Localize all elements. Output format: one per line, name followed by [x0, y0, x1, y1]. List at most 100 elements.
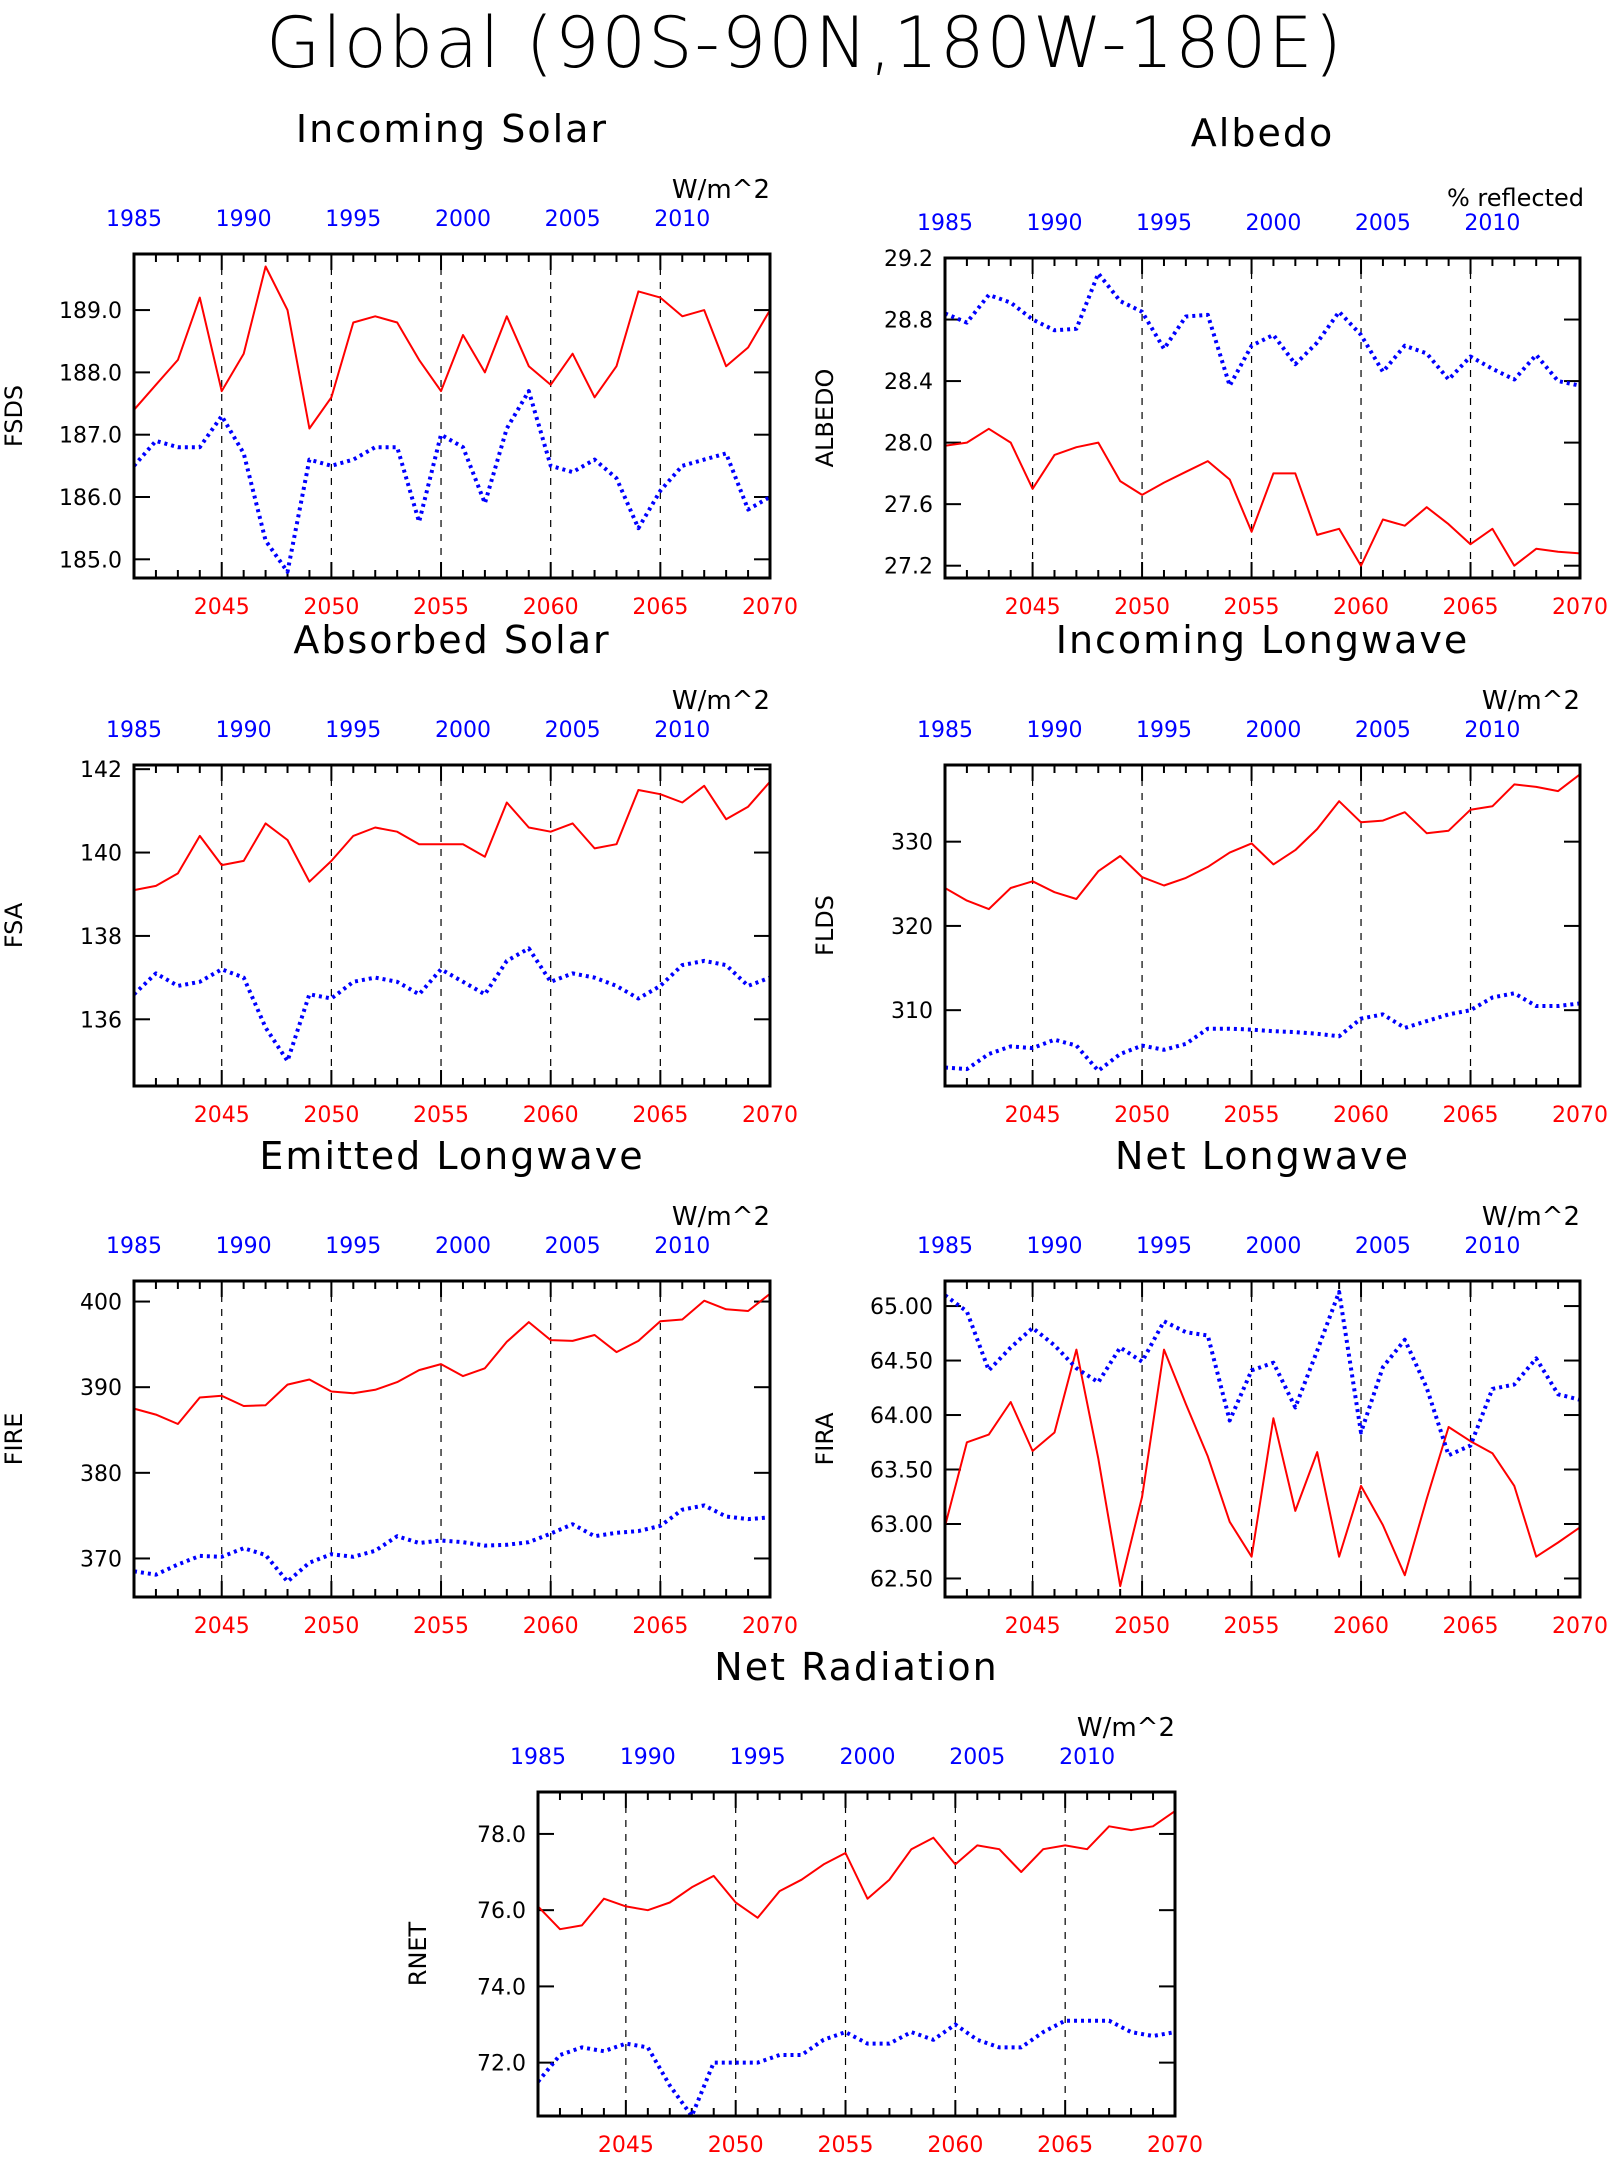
units-label: W/m^2: [672, 686, 770, 716]
series-blue-line: [132, 946, 771, 1063]
series-blue-line: [536, 2018, 1176, 2118]
x-tick-label: 2045: [194, 595, 250, 620]
top-tick-label: 1985: [917, 718, 973, 743]
y-axis-label: FSA: [0, 902, 28, 948]
top-tick-label: 1995: [1136, 718, 1192, 743]
y-tick-label: 64.00: [870, 1404, 933, 1429]
top-tick-label: 2010: [654, 1234, 710, 1259]
x-tick-label: 2045: [598, 2133, 654, 2158]
y-axis-label: FIRA: [811, 1412, 839, 1466]
y-tick-label: 65.00: [870, 1295, 933, 1320]
top-tick-label: 1990: [1026, 718, 1082, 743]
top-tick-label: 1995: [1136, 1234, 1192, 1259]
chart-title: Albedo: [1191, 111, 1334, 155]
y-axis-label: ALBEDO: [811, 369, 839, 468]
x-tick-label: 2070: [742, 595, 798, 620]
top-tick-label: 1995: [325, 207, 381, 232]
y-tick-label: 72.0: [477, 2052, 526, 2077]
top-tick-label: 2000: [839, 1745, 895, 1770]
top-tick-label: 2005: [1355, 1234, 1411, 1259]
top-tick-label: 2010: [654, 207, 710, 232]
x-tick-label: 2065: [1037, 2133, 1093, 2158]
x-tick-label: 2065: [1443, 1614, 1499, 1639]
x-tick-label: 2065: [1443, 595, 1499, 620]
top-tick-label: 2000: [435, 1234, 491, 1259]
top-tick-label: 1985: [510, 1745, 566, 1770]
x-tick-label: 2060: [1333, 595, 1389, 620]
chart-panel-1: Incoming Solar W/m^2 FSDS 2045 2050 2055 2060 2…: [0, 107, 798, 620]
x-tick-label: 2055: [413, 1614, 469, 1639]
series-blue-line: [944, 991, 1581, 1073]
units-label: W/m^2: [1077, 1713, 1175, 1743]
x-tick-label: 2055: [818, 2133, 874, 2158]
top-tick-label: 2005: [545, 718, 601, 743]
plot-frame: [943, 763, 1582, 1088]
series-blue-line: [133, 1503, 771, 1584]
x-tick-label: 2065: [632, 595, 688, 620]
chart-panel-7: Net Radiation W/m^2 RNET 2045 2050 2055 2060 20…: [404, 1645, 1203, 2158]
top-tick-label: 1985: [106, 207, 162, 232]
series-red-line: [133, 265, 771, 430]
y-tick-label: 186.0: [59, 486, 122, 511]
chart-title: Absorbed Solar: [293, 618, 610, 662]
y-tick-label: 185.0: [59, 548, 122, 573]
units-label: W/m^2: [1482, 686, 1580, 716]
plot-frame: [536, 1790, 1177, 2118]
top-tick-label: 2010: [1464, 718, 1520, 743]
series-red-line: [944, 773, 1581, 911]
top-tick-label: 1990: [216, 718, 272, 743]
x-tick-label: 2055: [1224, 1103, 1280, 1128]
y-tick-label: 27.6: [884, 493, 933, 518]
top-axis-label: % reflected: [1447, 184, 1584, 212]
series-blue-line: [132, 389, 771, 574]
top-tick-label: 1990: [620, 1745, 676, 1770]
top-tick-label: 2010: [1464, 1234, 1520, 1259]
y-tick-label: 189.0: [59, 299, 122, 324]
y-tick-label: 28.0: [884, 432, 933, 457]
y-tick-label: 29.2: [884, 247, 933, 272]
top-tick-label: 2010: [654, 718, 710, 743]
y-tick-label: 27.2: [884, 555, 933, 580]
x-tick-label: 2065: [632, 1614, 688, 1639]
top-tick-label: 1995: [1136, 211, 1192, 236]
chart-panel-5: Emitted Longwave W/m^2 FIRE 2045 2050 2055 206…: [0, 1134, 798, 1639]
x-tick-label: 2060: [927, 2133, 983, 2158]
y-tick-label: 187.0: [59, 424, 122, 449]
top-tick-label: 1995: [730, 1745, 786, 1770]
top-tick-label: 2000: [1245, 718, 1301, 743]
y-tick-label: 63.00: [870, 1513, 933, 1538]
y-axis-label: FSDS: [0, 385, 28, 447]
y-tick-label: 140: [80, 842, 122, 867]
y-tick-label: 310: [891, 999, 933, 1024]
top-tick-label: 1995: [325, 718, 381, 743]
series-red-line: [133, 781, 771, 892]
x-tick-label: 2055: [1224, 595, 1280, 620]
top-tick-label: 2010: [1464, 211, 1520, 236]
top-tick-label: 1995: [325, 1234, 381, 1259]
series-red-line: [944, 427, 1581, 567]
top-tick-label: 1990: [1026, 211, 1082, 236]
chart-panel-3: Absorbed Solar W/m^2 FSA 2045 2050 2055 2060 20…: [0, 618, 798, 1128]
x-tick-label: 2055: [413, 595, 469, 620]
chart-panel-2: Albedo % reflected ALBEDO 2045 2050 2055 2060 2…: [811, 111, 1608, 620]
y-tick-label: 64.50: [870, 1350, 933, 1375]
x-tick-label: 2045: [1005, 1614, 1061, 1639]
x-tick-label: 2050: [303, 1614, 359, 1639]
y-tick-label: 136: [80, 1008, 122, 1033]
top-tick-label: 2005: [1355, 211, 1411, 236]
x-tick-label: 2070: [742, 1614, 798, 1639]
top-tick-label: 2010: [1059, 1745, 1115, 1770]
chart-panel-6: Net Longwave W/m^2 FIRA 2045 2050 2055 2060 206…: [811, 1134, 1608, 1639]
y-tick-label: 74.0: [477, 1975, 526, 2000]
x-tick-label: 2060: [1333, 1103, 1389, 1128]
top-tick-label: 2000: [1245, 1234, 1301, 1259]
series-blue-line: [944, 271, 1581, 388]
top-tick-label: 1985: [917, 1234, 973, 1259]
x-tick-label: 2060: [523, 1614, 579, 1639]
x-tick-label: 2065: [632, 1103, 688, 1128]
x-tick-label: 2050: [1114, 1614, 1170, 1639]
top-tick-label: 1990: [216, 207, 272, 232]
y-axis-label: RNET: [404, 1921, 432, 1986]
x-tick-label: 2070: [742, 1103, 798, 1128]
